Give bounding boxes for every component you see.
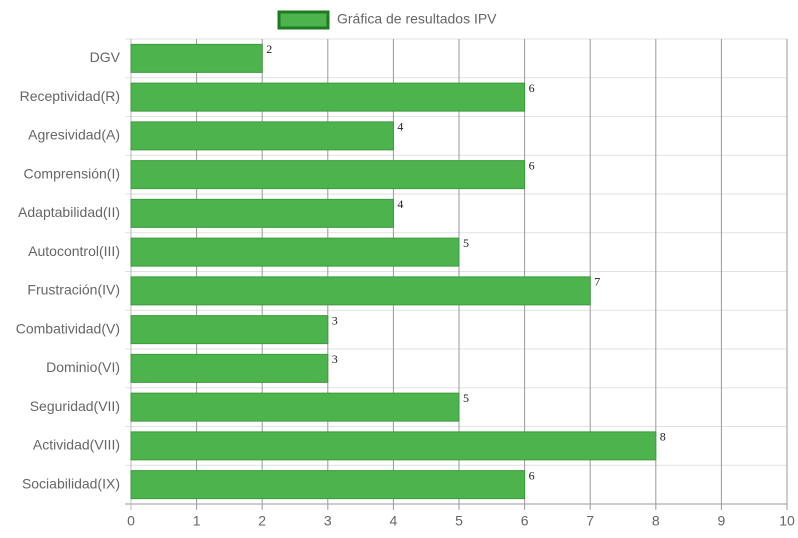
y-tick-label: Adaptabilidad(II) bbox=[18, 204, 120, 220]
x-tick-label: 9 bbox=[718, 513, 726, 529]
y-tick-label: Sociabilidad(IX) bbox=[22, 475, 120, 491]
x-tick-label: 1 bbox=[193, 513, 201, 529]
y-tick-label: Agresividad(A) bbox=[28, 127, 120, 143]
y-tick-label: Autocontrol(III) bbox=[28, 243, 120, 259]
bar bbox=[130, 198, 394, 228]
bar bbox=[130, 237, 460, 267]
bar bbox=[130, 82, 526, 112]
y-tick-label: Actividad(VIII) bbox=[33, 437, 120, 453]
value-label: 5 bbox=[463, 391, 469, 405]
value-label: 7 bbox=[594, 275, 600, 289]
x-tick-label: 10 bbox=[779, 513, 795, 529]
y-tick-label: Combatividad(V) bbox=[16, 320, 120, 336]
bar bbox=[130, 276, 591, 306]
value-label: 4 bbox=[397, 197, 403, 211]
x-tick-label: 8 bbox=[652, 513, 660, 529]
y-tick-label: Frustración(IV) bbox=[27, 282, 120, 298]
value-label: 5 bbox=[463, 236, 469, 250]
y-tick-label: Receptividad(R) bbox=[20, 88, 120, 104]
value-label: 6 bbox=[529, 468, 535, 482]
value-label: 6 bbox=[529, 81, 535, 95]
bar bbox=[130, 353, 329, 383]
y-tick-label: Comprensión(I) bbox=[24, 165, 120, 181]
y-tick-label: Seguridad(VII) bbox=[30, 398, 120, 414]
value-label: 3 bbox=[332, 313, 338, 327]
y-tick-label: Dominio(VI) bbox=[46, 359, 120, 375]
bar bbox=[130, 431, 657, 461]
bar bbox=[130, 121, 394, 151]
y-tick-label: DGV bbox=[90, 49, 121, 65]
x-tick-label: 2 bbox=[258, 513, 266, 529]
bar bbox=[130, 160, 526, 190]
value-label: 4 bbox=[397, 120, 403, 134]
value-label: 6 bbox=[529, 158, 535, 172]
bar bbox=[130, 43, 263, 73]
x-tick-label: 4 bbox=[390, 513, 398, 529]
x-tick-label: 6 bbox=[521, 513, 529, 529]
bar bbox=[130, 315, 329, 345]
bar bbox=[130, 392, 460, 422]
bar bbox=[130, 470, 526, 500]
x-tick-label: 3 bbox=[324, 513, 332, 529]
x-tick-label: 7 bbox=[586, 513, 594, 529]
x-tick-label: 5 bbox=[455, 513, 463, 529]
value-label: 2 bbox=[266, 42, 272, 56]
value-label: 3 bbox=[332, 352, 338, 366]
legend-label: Gráfica de resultados IPV bbox=[337, 11, 497, 27]
x-tick-label: 0 bbox=[127, 513, 135, 529]
value-label: 8 bbox=[660, 430, 666, 444]
legend-swatch bbox=[277, 10, 330, 30]
